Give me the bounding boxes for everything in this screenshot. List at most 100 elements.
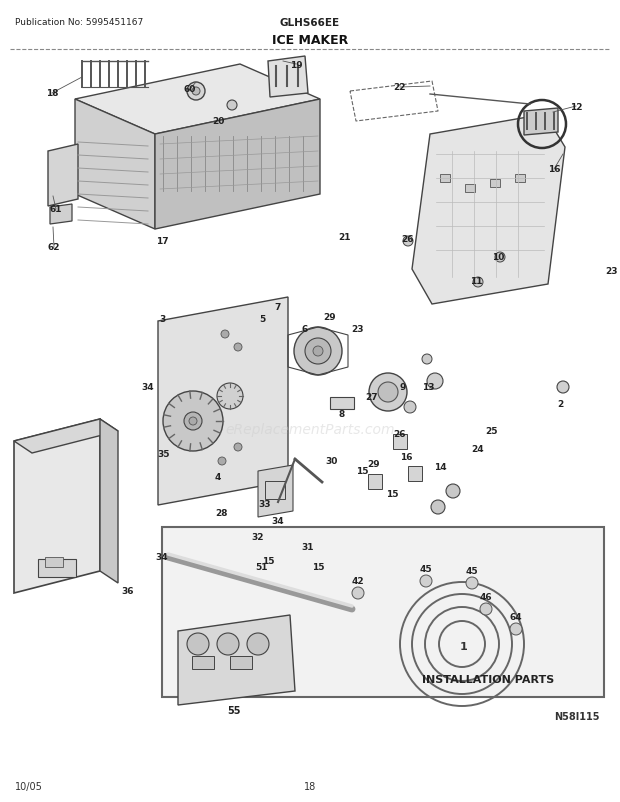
Text: 15: 15	[386, 490, 398, 499]
Text: 10/05: 10/05	[15, 781, 43, 791]
Text: 5: 5	[259, 315, 265, 324]
Polygon shape	[408, 467, 422, 481]
Circle shape	[305, 338, 331, 365]
Text: 55: 55	[228, 705, 241, 715]
Text: 26: 26	[402, 235, 414, 244]
Text: 34: 34	[272, 516, 285, 526]
Text: 42: 42	[352, 577, 365, 585]
Circle shape	[403, 237, 413, 247]
Circle shape	[352, 587, 364, 599]
Circle shape	[427, 374, 443, 390]
Text: 34: 34	[142, 383, 154, 392]
Text: 21: 21	[339, 233, 352, 242]
Circle shape	[557, 382, 569, 394]
Polygon shape	[100, 419, 118, 583]
Text: GLHS66EE: GLHS66EE	[280, 18, 340, 28]
Text: 30: 30	[326, 457, 338, 466]
Bar	[45, 557, 63, 567]
Circle shape	[404, 402, 416, 414]
Text: 31: 31	[302, 543, 314, 552]
Text: 34: 34	[156, 553, 168, 561]
Polygon shape	[178, 615, 295, 705]
Text: 18: 18	[46, 89, 58, 99]
Text: 3: 3	[159, 315, 165, 324]
Circle shape	[510, 623, 522, 635]
Text: 46: 46	[480, 593, 492, 602]
Circle shape	[234, 343, 242, 351]
Bar	[465, 184, 475, 192]
Text: 8: 8	[339, 410, 345, 419]
Circle shape	[184, 412, 202, 431]
Polygon shape	[155, 100, 320, 229]
Text: 33: 33	[259, 500, 271, 508]
Text: 20: 20	[212, 117, 224, 127]
Polygon shape	[268, 57, 308, 98]
Text: 2: 2	[557, 400, 563, 409]
Text: 45: 45	[466, 567, 478, 576]
Bar	[515, 175, 525, 183]
Text: 32: 32	[252, 533, 264, 542]
Text: 1: 1	[460, 642, 468, 651]
Circle shape	[294, 327, 342, 375]
Text: 64: 64	[510, 613, 522, 622]
Text: 45: 45	[420, 565, 432, 573]
Polygon shape	[524, 109, 558, 136]
Circle shape	[313, 346, 323, 357]
Circle shape	[192, 88, 200, 96]
Circle shape	[221, 330, 229, 338]
Text: 29: 29	[324, 313, 336, 322]
Text: 62: 62	[48, 243, 60, 252]
Circle shape	[218, 457, 226, 465]
Polygon shape	[75, 100, 155, 229]
Text: 28: 28	[216, 508, 228, 518]
Text: 23: 23	[352, 325, 364, 334]
Circle shape	[187, 634, 209, 655]
Circle shape	[495, 253, 505, 263]
Text: 10: 10	[492, 253, 504, 262]
Text: 22: 22	[394, 83, 406, 92]
Text: 16: 16	[547, 165, 560, 174]
Circle shape	[466, 577, 478, 589]
Text: 7: 7	[275, 303, 281, 312]
Text: 6: 6	[302, 325, 308, 334]
Text: 19: 19	[290, 60, 303, 70]
Circle shape	[217, 634, 239, 655]
Text: 24: 24	[472, 445, 484, 454]
Text: Publication No: 5995451167: Publication No: 5995451167	[15, 18, 143, 27]
Circle shape	[217, 383, 243, 410]
Text: 26: 26	[394, 430, 406, 439]
Text: ICE MAKER: ICE MAKER	[272, 34, 348, 47]
Circle shape	[163, 391, 223, 452]
Text: 51: 51	[255, 563, 268, 572]
Circle shape	[369, 374, 407, 411]
Text: 12: 12	[570, 103, 582, 111]
Polygon shape	[14, 419, 118, 453]
Bar	[192, 656, 214, 669]
Polygon shape	[158, 298, 288, 505]
Circle shape	[187, 83, 205, 101]
Bar	[38, 559, 76, 577]
Text: 35: 35	[157, 450, 170, 459]
Bar	[265, 481, 285, 500]
Bar	[490, 180, 500, 188]
Text: 60: 60	[184, 85, 196, 95]
Polygon shape	[412, 115, 565, 305]
Polygon shape	[14, 419, 100, 593]
Text: 18: 18	[304, 781, 316, 791]
Circle shape	[422, 354, 432, 365]
Circle shape	[189, 418, 197, 426]
Circle shape	[431, 500, 445, 514]
Bar	[162, 528, 604, 697]
Polygon shape	[75, 65, 320, 135]
Circle shape	[446, 484, 460, 498]
Text: 9: 9	[400, 383, 406, 392]
Polygon shape	[258, 465, 293, 517]
Text: 14: 14	[433, 463, 446, 472]
Circle shape	[480, 603, 492, 615]
Text: 15: 15	[262, 557, 274, 565]
Text: 4: 4	[215, 473, 221, 482]
Polygon shape	[368, 475, 382, 489]
Text: 15: 15	[312, 563, 324, 572]
Bar	[440, 175, 450, 183]
Bar	[330, 398, 354, 410]
